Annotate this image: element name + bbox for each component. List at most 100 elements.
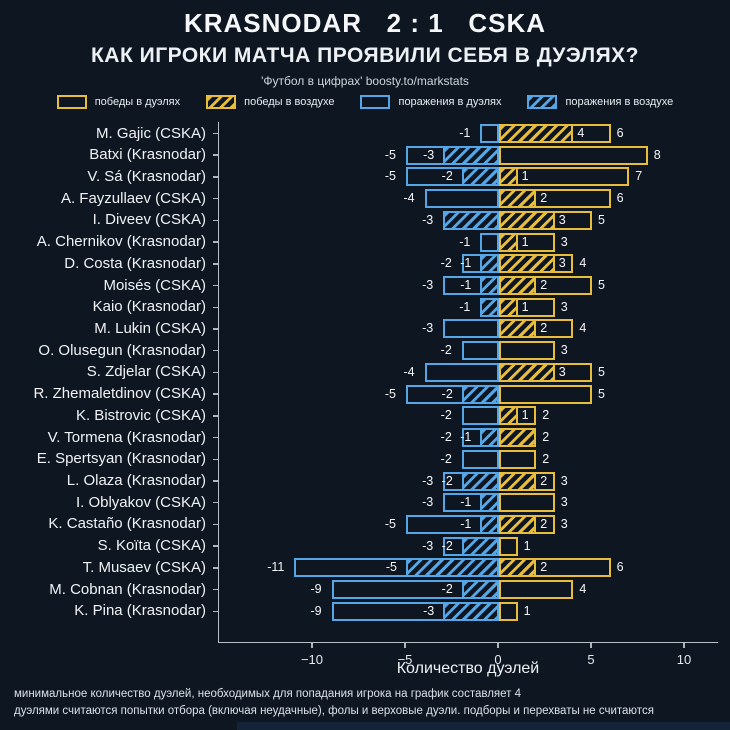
value-label: -2 [440, 430, 452, 445]
win-air-hatch [499, 514, 537, 534]
page-subtitle: КАК ИГРОКИ МАТЧА ПРОЯВИЛИ СЕБЯ В ДУЭЛЯХ? [90, 44, 639, 67]
value-label: -1 [459, 234, 471, 249]
player-label: M. Gajic (CSKA) [95, 124, 206, 142]
value-label: 3 [560, 495, 568, 510]
value-label: 3 [560, 516, 568, 531]
loss-air-hatch [480, 254, 499, 274]
value-label: 5 [598, 386, 605, 401]
legend-label: победы в воздухе [244, 96, 335, 108]
hatched-swatch-icon [206, 95, 237, 109]
loss-air-hatch [461, 536, 499, 556]
value-label: -2 [440, 256, 452, 271]
value-label: -1 [460, 516, 472, 531]
win-air-hatch [499, 189, 537, 209]
win-bar [499, 167, 630, 187]
value-label: -3 [422, 538, 434, 553]
loss-air-hatch [480, 276, 499, 296]
value-label: 3 [558, 212, 566, 227]
value-label: -1 [460, 278, 472, 293]
loss-air-hatch [443, 145, 499, 165]
solid-swatch-icon [56, 95, 87, 109]
player-label: K. Castaño (Krasnodar) [48, 515, 206, 533]
plot-area: -1 6 4 -5 -3 8 -5 -2 7 1 -4 6 2 -3 5 3 -1 3 1 -2 -1 4 3 -3 -1 5 2-… [218, 122, 718, 643]
value-label: -1 [459, 299, 471, 314]
value-label: -1 [460, 430, 472, 445]
player-label: M. Lukin (CSKA) [94, 319, 206, 337]
win-air-hatch [499, 232, 518, 252]
win-bar [499, 514, 555, 534]
loss-air-hatch [443, 210, 499, 230]
value-label: 2 [542, 451, 550, 466]
value-label: 5 [598, 212, 605, 227]
value-label: -4 [403, 191, 415, 206]
player-label: I. Diveev (CSKA) [92, 211, 206, 229]
value-label: -3 [422, 278, 434, 293]
win-air-hatch [499, 428, 537, 448]
player-label: Moisés (CSKA) [103, 276, 206, 294]
value-label: -1 [459, 126, 471, 140]
win-bar [499, 493, 555, 513]
value-label: -2 [441, 386, 453, 401]
player-label: O. Olusegun (Krasnodar) [38, 341, 206, 359]
win-bar [499, 145, 648, 165]
win-bar [499, 580, 574, 600]
value-label: 6 [616, 191, 624, 206]
player-label: S. Koïta (CSKA) [97, 537, 206, 555]
win-bar [499, 362, 592, 382]
loss-bar [443, 210, 499, 230]
win-bar [499, 124, 611, 143]
bottom-strip [237, 722, 730, 730]
value-label: 3 [560, 299, 568, 314]
loss-bar [443, 471, 499, 491]
win-air-hatch [499, 254, 555, 274]
hatched-swatch-icon [527, 95, 558, 109]
loss-air-hatch [480, 297, 499, 317]
x-tick [683, 643, 685, 648]
value-label: 2 [540, 321, 548, 336]
win-bar [499, 471, 555, 491]
loss-bar [480, 124, 499, 143]
loss-air-hatch [405, 558, 499, 578]
value-label: 1 [523, 538, 531, 553]
loss-bar [406, 167, 499, 187]
loss-bar [443, 493, 499, 513]
player-label: T. Musaev (CSKA) [82, 558, 206, 576]
value-label: -2 [441, 169, 453, 184]
loss-air-hatch [461, 580, 499, 600]
win-bar [499, 254, 574, 274]
win-bar [499, 189, 611, 209]
value-label: 2 [542, 430, 550, 445]
value-label: 1 [521, 408, 529, 423]
x-tick [311, 643, 313, 648]
win-bar [499, 601, 518, 621]
value-label: -5 [384, 516, 396, 531]
value-label: 2 [540, 516, 548, 531]
player-label: S. Zdjelar (CSKA) [86, 363, 206, 381]
value-label: -11 [267, 560, 285, 575]
value-label: 4 [577, 126, 585, 140]
loss-bar [406, 384, 499, 404]
footnote-1: минимальное количество дуэлей, необходим… [14, 688, 522, 700]
value-label: 2 [540, 560, 548, 575]
value-label: 1 [521, 234, 529, 249]
player-label: V. Tormena (Krasnodar) [47, 428, 206, 446]
loss-air-hatch [461, 167, 499, 187]
chart-legend: победы в дуэлях победы в воздухе поражения… [0, 92, 730, 112]
legend-label: поражения в воздухе [565, 96, 674, 108]
legend-item-2: поражения в дуэлях [360, 95, 501, 109]
value-label: -5 [384, 386, 396, 401]
x-axis-title: Количество дуэлей [396, 660, 540, 677]
credit-line: 'Футбол в цифрах' boosty.to/markstats [261, 74, 469, 88]
player-label: D. Costa (Krasnodar) [64, 254, 206, 272]
win-air-hatch [499, 406, 518, 426]
value-label: -5 [385, 560, 397, 575]
page-title: KRASNODAR 2 : 1 CSKA [183, 8, 547, 38]
loss-bar [331, 580, 499, 600]
win-air-hatch [499, 297, 518, 317]
value-label: -5 [384, 169, 396, 184]
value-label: 2 [540, 473, 548, 488]
value-label: -2 [440, 343, 452, 358]
value-label: 3 [558, 256, 566, 271]
loss-bar [424, 362, 499, 382]
player-label: I. Oblyakov (CSKA) [75, 493, 206, 511]
